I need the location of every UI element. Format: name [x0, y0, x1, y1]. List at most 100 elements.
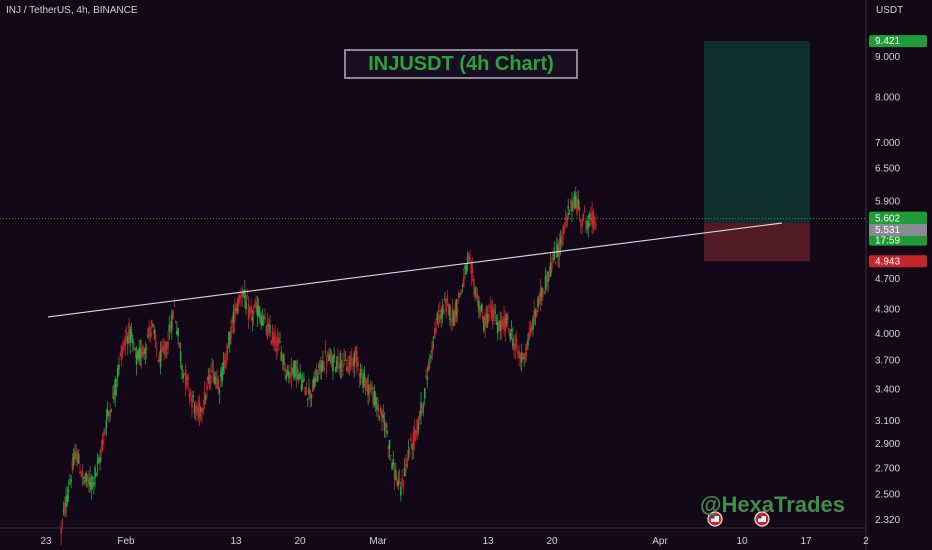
candle-body [310, 394, 313, 398]
candle-body [100, 447, 103, 451]
candle-body [587, 223, 590, 228]
candle-body [397, 481, 400, 487]
y-tick-label: 2.500 [875, 490, 900, 501]
candle-body [532, 318, 534, 330]
candle-body [257, 306, 260, 317]
candle-body [285, 375, 288, 379]
candle-body [476, 294, 479, 302]
candle-body [194, 404, 197, 412]
candle-body [269, 324, 271, 333]
candle-body [303, 378, 305, 382]
candle-body [106, 410, 109, 416]
candle-body [363, 372, 366, 383]
candle-body [378, 416, 381, 418]
candle-body [451, 308, 454, 321]
candle-body [577, 198, 580, 209]
candle-body [566, 215, 568, 227]
stop-price-tag-bg [869, 255, 927, 268]
candle-body [220, 371, 222, 377]
candle-body [538, 294, 541, 305]
candle-body [523, 356, 525, 359]
candle-body [275, 347, 278, 352]
candle-body [166, 353, 168, 355]
candle-body [94, 467, 96, 478]
candle-body [318, 364, 320, 369]
candle-body [261, 319, 264, 326]
candle-body [153, 329, 156, 335]
candle-body [323, 367, 325, 370]
candle-body [309, 390, 312, 399]
candle-body [84, 480, 86, 483]
candle-body [391, 463, 393, 469]
candle-body [348, 363, 351, 365]
candle-body [191, 397, 193, 407]
candle-body [344, 359, 347, 361]
candle-body [464, 266, 466, 269]
candle-body [304, 386, 307, 395]
candle-body [556, 244, 558, 258]
candle-body [226, 344, 228, 357]
candle-body [510, 329, 513, 331]
candle-body [202, 408, 205, 412]
candle-body [525, 345, 528, 351]
y-tick-label: 2.900 [875, 439, 900, 450]
candle-body [439, 310, 441, 312]
trendline [47, 222, 783, 318]
x-tick-label: Feb [117, 536, 135, 547]
candle-body [505, 314, 508, 324]
candle-body [543, 292, 546, 294]
candle-body [279, 341, 281, 344]
candle-body [324, 350, 327, 353]
candle-body [201, 408, 203, 413]
candle-body [216, 378, 218, 389]
x-tick-label: 2 [863, 536, 869, 547]
candle-body [383, 422, 386, 431]
candle-body [452, 311, 455, 326]
candle-body [469, 258, 471, 260]
axis-unit-label[interactable]: USDT [876, 5, 904, 16]
candle-body [461, 285, 464, 287]
candle-body [431, 341, 434, 354]
candle-body [417, 425, 420, 430]
candle-body [421, 404, 424, 414]
candle-body [412, 432, 415, 449]
candle-body [286, 370, 289, 375]
candle-body [595, 223, 597, 227]
candle-body [164, 341, 167, 350]
candle-body [498, 325, 500, 327]
candle-body [66, 494, 69, 502]
candle-body [173, 305, 176, 307]
candle-body [162, 345, 164, 352]
candle-body [105, 419, 108, 428]
candle-body [373, 390, 376, 406]
watermark-handle: @HexaTrades [700, 492, 845, 517]
candle-body [89, 477, 91, 488]
candle-body [108, 412, 110, 413]
candle-body [311, 379, 314, 392]
candle-body [454, 309, 456, 322]
candle-body [411, 444, 413, 450]
candle-body [246, 298, 249, 300]
candle-body [130, 332, 133, 338]
candle-body [569, 200, 572, 204]
candle-body [322, 360, 324, 370]
candle-body [590, 216, 592, 221]
candle-body [349, 356, 352, 368]
candle-body [163, 346, 166, 355]
candle-body [593, 221, 596, 223]
candle-body [193, 405, 196, 414]
candle-body [418, 410, 421, 420]
candle-body [562, 225, 564, 235]
candle-body [442, 309, 445, 315]
candle-body [154, 334, 157, 341]
candle-body [222, 362, 225, 372]
candle-body [65, 496, 67, 508]
candle-body [542, 290, 544, 293]
candle-body [495, 322, 498, 325]
candle-body [305, 389, 308, 395]
candle-body [64, 503, 66, 515]
chart-title: INJUSDT (4h Chart) [344, 49, 578, 79]
candle-body [549, 263, 552, 277]
candle-body [406, 458, 408, 468]
